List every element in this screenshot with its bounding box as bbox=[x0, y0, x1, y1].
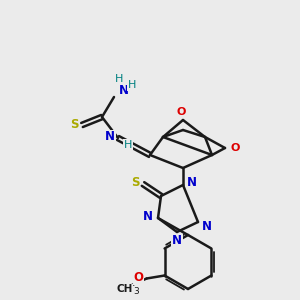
Text: O: O bbox=[230, 143, 240, 153]
Text: N: N bbox=[143, 211, 153, 224]
Text: N: N bbox=[105, 130, 115, 143]
Text: CH: CH bbox=[116, 284, 133, 295]
Text: S: S bbox=[131, 176, 139, 190]
Text: O: O bbox=[176, 107, 186, 117]
Text: H: H bbox=[115, 74, 123, 84]
Text: H: H bbox=[128, 80, 136, 90]
Text: 3: 3 bbox=[134, 287, 140, 296]
Text: N: N bbox=[119, 83, 129, 97]
Text: N: N bbox=[172, 235, 182, 248]
Text: N: N bbox=[187, 176, 197, 188]
Text: N: N bbox=[202, 220, 212, 232]
Text: H: H bbox=[124, 140, 132, 150]
Text: S: S bbox=[70, 118, 78, 131]
Text: O: O bbox=[134, 271, 144, 284]
